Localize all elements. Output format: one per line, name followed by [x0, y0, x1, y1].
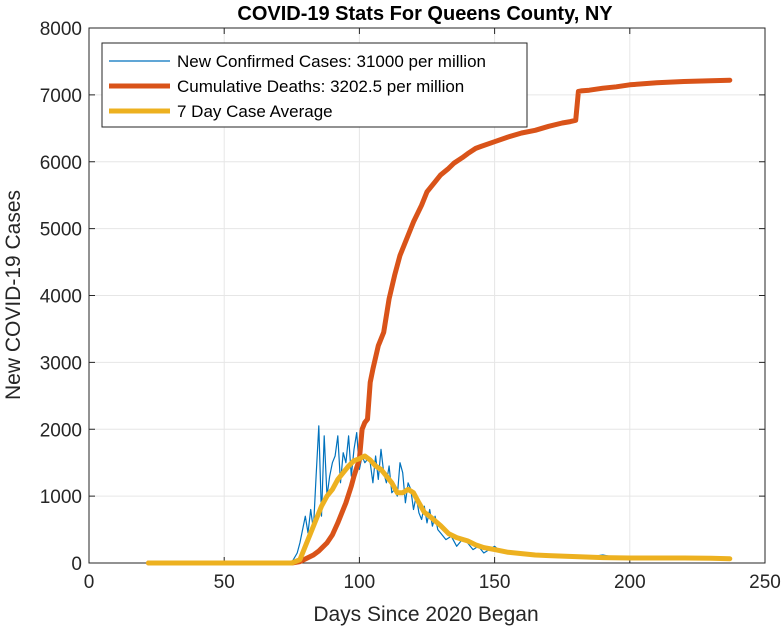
y-tick-label: 2000	[40, 420, 82, 441]
cumulative-deaths-line	[146, 77, 733, 566]
y-tick-label: 3000	[40, 353, 82, 374]
x-tick-label: 200	[614, 572, 646, 593]
legend-label: New Confirmed Cases: 31000 per million	[177, 52, 486, 71]
axes	[88, 27, 766, 564]
x-tick-label: 150	[479, 572, 511, 593]
y-tick-label: 8000	[40, 19, 82, 40]
seven-day-average-line	[146, 453, 733, 566]
y-tick-label: 4000	[40, 287, 82, 308]
y-tick-label: 1000	[40, 487, 82, 508]
x-tick-label: 100	[344, 572, 376, 593]
x-tick-label: 0	[84, 572, 95, 593]
y-tick-label: 0	[71, 554, 82, 575]
x-tick-label: 250	[749, 572, 781, 593]
legend-label: 7 Day Case Average	[177, 102, 333, 121]
x-tick-label: 50	[214, 572, 235, 593]
legend: New Confirmed Cases: 31000 per million Cu…	[101, 42, 528, 128]
tick-labels: 0 50 100 150 200 250 0 1000 2000 3000 4000 5000 6000…	[40, 19, 781, 593]
y-axis-label: New COVID-19 Cases	[2, 190, 25, 400]
x-axis-label: Days Since 2020 Began	[313, 603, 538, 626]
legend-box	[101, 42, 528, 128]
plot-area	[146, 77, 733, 566]
y-tick-label: 5000	[40, 220, 82, 241]
legend-label: Cumulative Deaths: 3202.5 per million	[177, 77, 464, 96]
chart-title: COVID-19 Stats For Queens County, NY	[237, 3, 613, 25]
y-tick-label: 7000	[40, 86, 82, 107]
y-tick-label: 6000	[40, 153, 82, 174]
